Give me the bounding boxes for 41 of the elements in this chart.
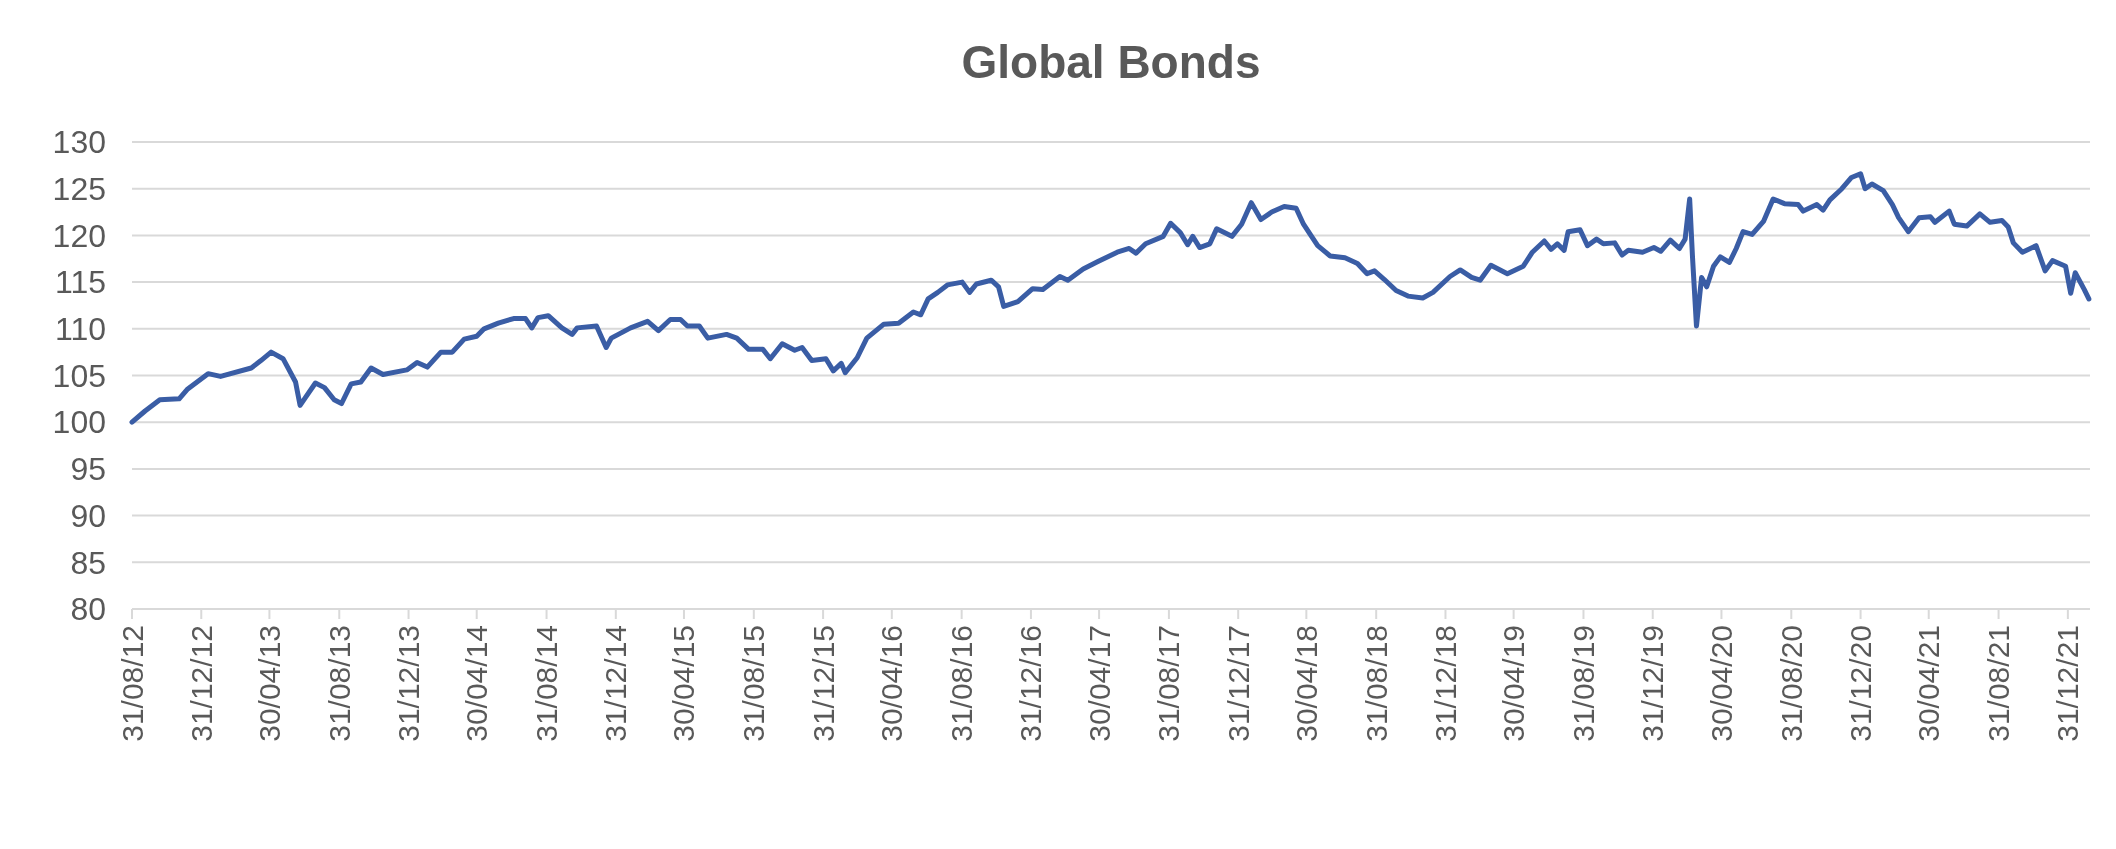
y-tick-label: 125	[52, 170, 106, 207]
x-tick-label: 30/04/21	[1912, 625, 1946, 742]
y-tick-label: 95	[70, 451, 106, 488]
x-tick-label: 31/08/13	[322, 625, 356, 742]
x-tick-label: 31/12/12	[184, 625, 218, 742]
x-tick-label: 31/08/15	[737, 625, 771, 742]
x-tick-label: 31/12/13	[392, 625, 426, 742]
y-tick-label: 80	[70, 591, 106, 628]
x-tick-label: 31/08/19	[1566, 625, 1600, 742]
y-tick-label: 130	[52, 124, 106, 161]
x-tick-label: 31/12/19	[1636, 625, 1670, 742]
y-tick-label: 90	[70, 497, 106, 534]
x-tick-label: 30/04/15	[667, 625, 701, 742]
x-tick-label: 31/08/21	[1982, 625, 2016, 742]
y-tick-label: 120	[52, 217, 106, 254]
y-tick-label: 100	[52, 404, 106, 441]
x-tick-label: 31/12/15	[806, 625, 840, 742]
chart-title: Global Bonds	[961, 36, 1261, 88]
x-tick-label: 30/04/20	[1704, 625, 1738, 742]
x-tick-label: 31/12/20	[1844, 625, 1878, 742]
x-tick-label: 30/04/18	[1289, 625, 1323, 742]
x-tick-label: 31/12/18	[1428, 625, 1462, 742]
x-tick-label: 30/04/13	[252, 625, 286, 742]
x-tick-label: 30/04/14	[460, 625, 494, 742]
y-tick-label: 85	[70, 544, 106, 581]
y-tick-label: 115	[54, 264, 106, 301]
x-tick-label: 31/12/14	[599, 625, 633, 742]
x-tick-label: 31/12/17	[1221, 625, 1255, 742]
x-tick-label: 31/12/21	[2051, 625, 2085, 742]
x-tick-label: 30/04/19	[1497, 625, 1531, 742]
x-tick-label: 31/08/20	[1774, 625, 1808, 742]
y-tick-label: 105	[52, 357, 106, 394]
x-tick-label: 31/12/16	[1014, 625, 1048, 742]
y-tick-label: 110	[54, 311, 106, 347]
x-tick-label: 30/04/16	[875, 625, 909, 742]
x-tick-label: 31/08/16	[945, 625, 979, 742]
x-tick-label: 31/08/14	[530, 625, 564, 742]
x-tick-label: 30/04/17	[1082, 625, 1116, 742]
x-tick-label: 31/08/17	[1152, 625, 1186, 742]
x-tick-label: 31/08/12	[115, 625, 149, 742]
x-tick-label: 31/08/18	[1359, 625, 1393, 742]
